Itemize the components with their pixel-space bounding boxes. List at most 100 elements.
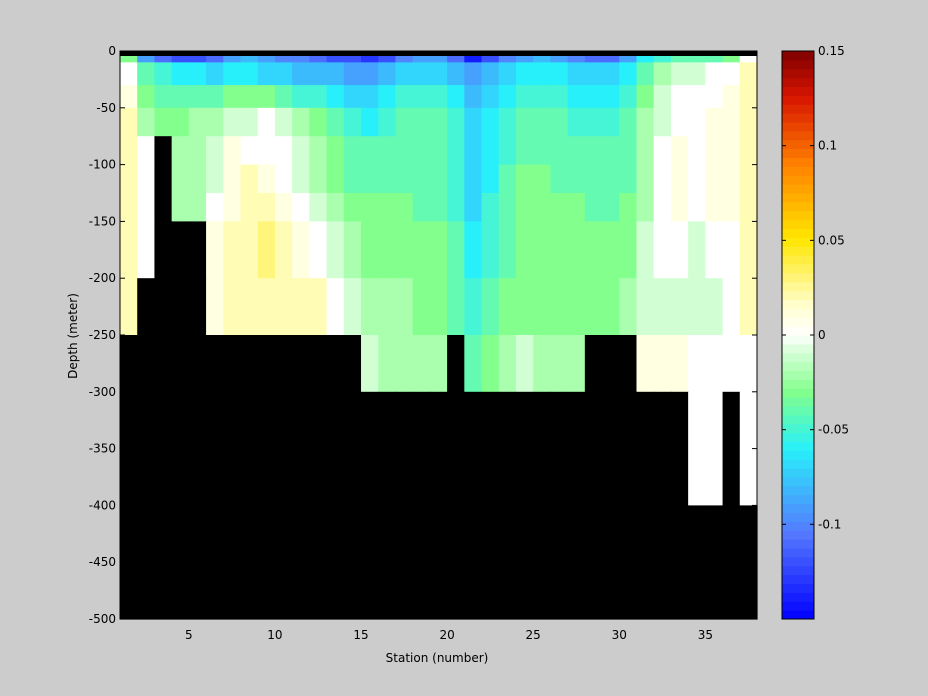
colorbar-swatch <box>782 610 814 620</box>
colorbar-swatch <box>782 565 814 576</box>
heatmap-cell <box>688 278 706 336</box>
heatmap-cell <box>120 107 138 137</box>
heatmap-cell <box>171 136 190 166</box>
heatmap-cell <box>378 164 397 194</box>
colorbar-swatch <box>782 148 814 159</box>
heatmap-cell <box>412 193 431 222</box>
no-data-cell <box>154 278 173 336</box>
heatmap-cell <box>240 136 259 166</box>
heatmap-cell <box>515 85 534 109</box>
heatmap-cell <box>257 62 276 86</box>
heatmap-cell <box>584 278 603 336</box>
heatmap-cell <box>223 51 242 63</box>
heatmap-cell <box>274 107 293 137</box>
colorbar-swatch <box>782 51 814 61</box>
heatmap-cell <box>292 107 310 137</box>
no-data-cell <box>292 335 310 393</box>
heatmap-cell <box>378 107 397 137</box>
heatmap-cell <box>257 278 276 336</box>
heatmap-cell <box>584 51 603 63</box>
no-data-cell <box>602 505 620 620</box>
colorbar-swatch <box>782 432 814 443</box>
colorbar-swatch <box>782 228 814 238</box>
heatmap-cell <box>240 278 259 336</box>
heatmap-cell <box>240 107 259 137</box>
heatmap-cell <box>154 62 173 86</box>
colorbar-swatch <box>782 130 814 141</box>
colorbar-swatch <box>782 281 814 292</box>
no-data-cell <box>257 335 276 393</box>
heatmap-cell <box>533 164 552 194</box>
no-data-cell <box>171 278 190 336</box>
heatmap-cell <box>309 193 328 222</box>
colorbar-swatch <box>782 343 814 354</box>
heatmap-cell <box>378 221 397 279</box>
heatmap-cell <box>257 85 276 109</box>
x-tick-label: 35 <box>698 628 713 642</box>
heatmap-cell <box>636 193 655 222</box>
heatmap-cell <box>515 278 534 336</box>
no-data-cell <box>567 391 586 506</box>
heatmap-cell <box>722 51 741 63</box>
y-tick-label: -450 <box>89 555 116 569</box>
heatmap-cell <box>670 107 689 137</box>
y-tick-label: 0 <box>108 44 116 58</box>
heatmap-cell <box>533 278 552 336</box>
x-tick-label: 10 <box>267 628 282 642</box>
heatmap-cell <box>550 85 569 109</box>
colorbar-swatch <box>782 450 814 460</box>
no-data-cell <box>343 505 362 620</box>
heatmap-cell <box>412 62 431 86</box>
heatmap-cell <box>412 221 431 279</box>
colorbar-swatch <box>782 601 814 611</box>
heatmap-cell <box>567 51 586 63</box>
heatmap-cell <box>653 51 672 63</box>
heatmap-cell <box>670 136 689 166</box>
heatmap-cell <box>481 193 500 222</box>
no-data-cell <box>120 505 138 620</box>
heatmap-cell <box>361 221 379 279</box>
colorbar-swatch <box>782 530 814 540</box>
heatmap-cell <box>429 164 448 194</box>
heatmap-cell <box>206 221 224 279</box>
heatmap-cell <box>343 62 362 86</box>
heatmap-cell <box>688 51 706 63</box>
colorbar-swatch <box>782 388 814 398</box>
no-data-cell <box>515 391 534 506</box>
heatmap-cell <box>722 62 741 86</box>
heatmap-cell <box>705 85 724 109</box>
heatmap-cell <box>533 51 552 63</box>
heatmap-cell <box>309 136 328 166</box>
heatmap-cell <box>343 164 362 194</box>
heatmap-cell <box>602 107 620 137</box>
heatmap-cell <box>464 136 483 166</box>
heatmap-cell <box>137 62 156 86</box>
x-axis-label: Station (number) <box>386 651 489 665</box>
heatmap-cell <box>602 164 620 194</box>
heatmap-cell <box>550 221 569 279</box>
heatmap-cell <box>567 62 586 86</box>
heatmap-cell <box>584 221 603 279</box>
heatmap-cell <box>567 136 586 166</box>
heatmap-cell <box>171 193 190 222</box>
heatmap-cell <box>602 62 620 86</box>
heatmap-cell <box>274 193 293 222</box>
no-data-cell <box>378 391 397 506</box>
no-data-cell <box>154 391 173 506</box>
heatmap-cell <box>739 221 758 279</box>
heatmap-cell <box>154 51 173 63</box>
no-data-cell <box>154 335 173 393</box>
heatmap-cell <box>515 62 534 86</box>
heatmap-cell <box>619 164 638 194</box>
heatmap-cell <box>739 278 758 336</box>
x-tick-label: 25 <box>526 628 541 642</box>
heatmap-cell <box>670 221 689 279</box>
no-data-cell <box>137 278 156 336</box>
heatmap-cell <box>550 193 569 222</box>
no-data-cell <box>670 391 689 506</box>
heatmap-cell <box>171 51 190 63</box>
heatmap-cell <box>688 335 706 393</box>
no-data-cell <box>240 391 259 506</box>
colorbar-tick-label: -0.05 <box>818 423 849 437</box>
heatmap-cell <box>292 193 310 222</box>
